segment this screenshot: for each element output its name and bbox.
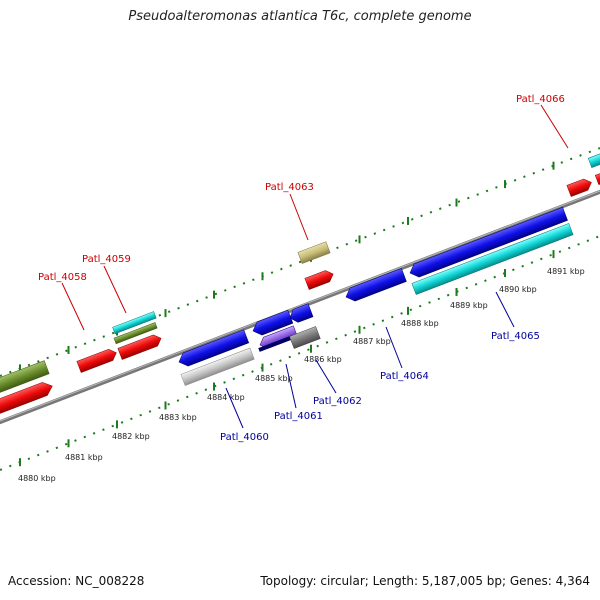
gene-label-patl-4060[interactable]: Patl_4060 [220,432,269,443]
gene-arrow-red-right[interactable] [594,171,600,185]
reverse-tick-track [0,235,600,471]
scale-label: 4883 kbp [159,413,197,422]
scale-label: 4887 kbp [353,337,391,346]
scale-label: 4889 kbp [450,301,488,310]
gene-label-patl-4062[interactable]: Patl_4062 [313,396,362,407]
scale-label: 4891 kbp [547,267,585,276]
gene-arrow-patl-4066[interactable] [566,177,594,197]
accession-text: Accession: NC_008228 [8,574,145,588]
forward-tick-track [0,147,600,377]
gene-arrow-khaki-patl-4063[interactable] [297,241,331,264]
gene-arrow-red-3[interactable] [304,268,335,290]
topology-summary: Topology: circular; Length: 5,187,005 bp… [260,574,590,588]
gene-arrow-blue-patl-4064[interactable] [344,268,407,303]
gene-arrow-blue-long[interactable] [408,206,568,279]
reverse-genes [177,206,574,386]
gene-label-patl-4059[interactable]: Patl_4059 [82,254,131,265]
gene-label-patl-4064[interactable]: Patl_4064 [380,371,429,382]
map-title: Pseudoalteromonas atlantica T6c, complet… [128,9,472,24]
gene-label-patl-4065[interactable]: Patl_4065 [491,331,540,342]
label-leaders [61,104,569,429]
gene-arrow-patl-4058[interactable] [76,347,119,373]
scale-label: 4890 kbp [499,285,537,294]
scale-label: 4880 kbp [18,474,56,483]
gene-arrow-blue-1[interactable] [177,329,250,369]
gene-arrow-cyan-patl-4065[interactable] [411,223,574,295]
gene-arrow-red-left[interactable] [0,379,55,417]
genome-backbone-highlight [0,190,600,422]
gene-label-patl-4058[interactable]: Patl_4058 [38,272,87,283]
scale-label: 4888 kbp [401,319,439,328]
gene-label-patl-4061[interactable]: Patl_4061 [274,411,323,422]
gene-arrow-cyan-patl-4059[interactable] [112,311,157,335]
gene-arrow-blue-3[interactable] [288,303,314,325]
gene-arrow-cyan-right[interactable] [587,150,600,168]
forward-genes [0,150,600,417]
gene-arrow-silver-patl-4060[interactable] [180,347,255,386]
gene-arrow-red-2[interactable] [117,333,163,360]
scale-label: 4886 kbp [304,355,342,364]
gene-label-patl-4066[interactable]: Patl_4066 [516,94,565,105]
gene-arrow-gray-patl-4062[interactable] [289,326,321,349]
gene-arrow-navy-patl-4061[interactable] [258,335,294,352]
scale-label: 4882 kbp [112,432,150,441]
scale-label: 4884 kbp [207,393,245,402]
scale-labels: 4880 kbp 4881 kbp 4882 kbp 4883 kbp 4884 kbp… [18,267,585,483]
gene-label-patl-4063[interactable]: Patl_4063 [265,182,314,193]
major-ticks [19,161,555,467]
scale-label: 4881 kbp [65,453,103,462]
gene-arrow-olive-left[interactable] [0,360,50,396]
gene-arrow-olive-patl-4059[interactable] [113,322,158,345]
scale-label: 4885 kbp [255,374,293,383]
